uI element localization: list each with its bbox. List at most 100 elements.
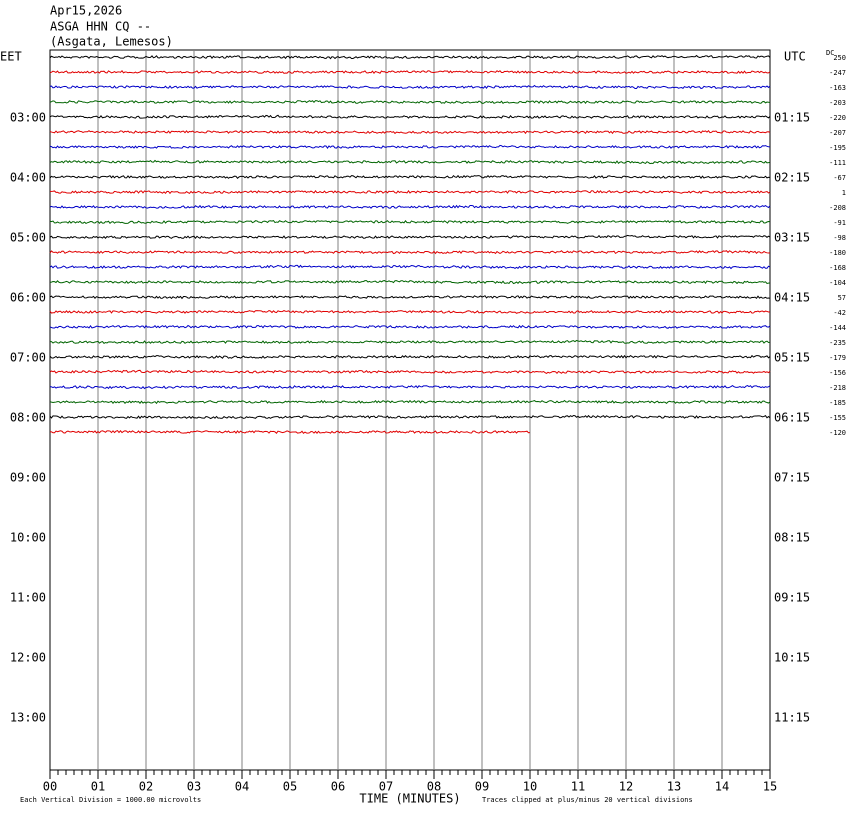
x-tick-label: 02 [139,780,153,794]
dc-offset: -208 [829,204,846,212]
trace [49,250,771,255]
trace [49,54,771,60]
left-hour-label: 12:00 [10,651,46,665]
trace [49,234,771,239]
trace [49,295,771,300]
trace [49,69,771,74]
dc-offset: -195 [829,144,846,152]
dc-offset: -42 [833,309,846,317]
trace [49,264,771,270]
x-tick-label: 13 [667,780,681,794]
scale-note: Each Vertical Division = 1000.00 microvo… [20,796,201,804]
left-hour-label: 07:00 [10,351,46,365]
dc-offset: -104 [829,279,846,287]
trace [49,189,771,195]
left-hour-label: 03:00 [10,111,46,125]
right-hour-label: 09:15 [774,591,810,605]
x-tick-label: 10 [523,780,537,794]
trace [49,174,771,180]
x-tick-label: 05 [283,780,297,794]
trace [49,219,771,225]
trace [49,414,771,420]
left-hour-label: 09:00 [10,471,46,485]
dc-offset: -144 [829,324,846,332]
date: Apr15,2026 [50,4,122,18]
left-hour-label: 11:00 [10,591,46,605]
x-tick-label: 08 [427,780,441,794]
dc-offset: -180 [829,249,846,257]
dc-offset: -220 [829,114,846,122]
trace [49,129,771,135]
trace [49,84,771,90]
dc-offset: 1 [842,189,846,197]
x-axis-label: TIME (MINUTES) [359,792,460,806]
left-hour-label: 08:00 [10,411,46,425]
dc-label: DC [826,49,834,57]
dc-offset: -91 [833,219,846,227]
right-hour-label: 07:15 [774,471,810,485]
left-hour-label: 13:00 [10,711,46,725]
dc-offset: -163 [829,84,846,92]
dc-offset: -156 [829,369,846,377]
dc-offset: -247 [829,69,846,77]
dc-offset: -207 [829,129,846,137]
trace [49,324,771,329]
dc-offset: -203 [829,99,846,107]
trace [49,204,771,209]
left-hour-label: 04:00 [10,171,46,185]
trace [49,429,531,434]
x-tick-label: 11 [571,780,585,794]
right-hour-label: 05:15 [774,351,810,365]
right-hour-label: 04:15 [774,291,810,305]
trace [49,309,771,314]
left-hour-label: 10:00 [10,531,46,545]
right-hour-label: 11:15 [774,711,810,725]
dc-offset: -111 [829,159,846,167]
dc-offset: -218 [829,384,846,392]
dc-offset: 57 [838,294,846,302]
left-hour-label: 06:00 [10,291,46,305]
trace [49,144,771,149]
dc-offset: -179 [829,354,846,362]
x-tick-label: 14 [715,780,729,794]
right-hour-label: 01:15 [774,111,810,125]
dc-offset: 250 [833,54,846,62]
trace [49,280,771,285]
right-hour-label: 08:15 [774,531,810,545]
trace [49,159,771,165]
left-timezone: EET [0,50,22,64]
clip-note: Traces clipped at plus/minus 20 vertical… [482,796,693,804]
dc-offset: -185 [829,399,846,407]
right-hour-label: 03:15 [774,231,810,245]
x-tick-label: 12 [619,780,633,794]
right-hour-label: 02:15 [774,171,810,185]
x-tick-label: 04 [235,780,249,794]
right-timezone: UTC [784,50,806,64]
left-hour-label: 05:00 [10,231,46,245]
dc-offset: -155 [829,414,846,422]
trace [49,399,771,405]
trace [49,369,771,375]
dc-offset: -98 [833,234,846,242]
x-tick-label: 01 [91,780,105,794]
right-hour-label: 10:15 [774,651,810,665]
plot-frame [49,49,771,771]
trace [49,339,771,344]
x-tick-label: 15 [763,780,777,794]
station: ASGA HHN CQ -- [50,20,151,34]
x-tick-label: 03 [187,780,201,794]
trace [49,354,771,359]
right-hour-label: 06:15 [774,411,810,425]
trace [49,100,771,104]
dc-offset: -120 [829,429,846,437]
x-tick-label: 09 [475,780,489,794]
dc-offset: -168 [829,264,846,272]
x-tick-label: 06 [331,780,345,794]
trace [49,384,771,390]
dc-offset: -235 [829,339,846,347]
dc-offset: -67 [833,174,846,182]
trace [49,114,771,119]
location: (Asgata, Lemesos) [50,35,173,49]
x-tick-label: 00 [43,780,57,794]
